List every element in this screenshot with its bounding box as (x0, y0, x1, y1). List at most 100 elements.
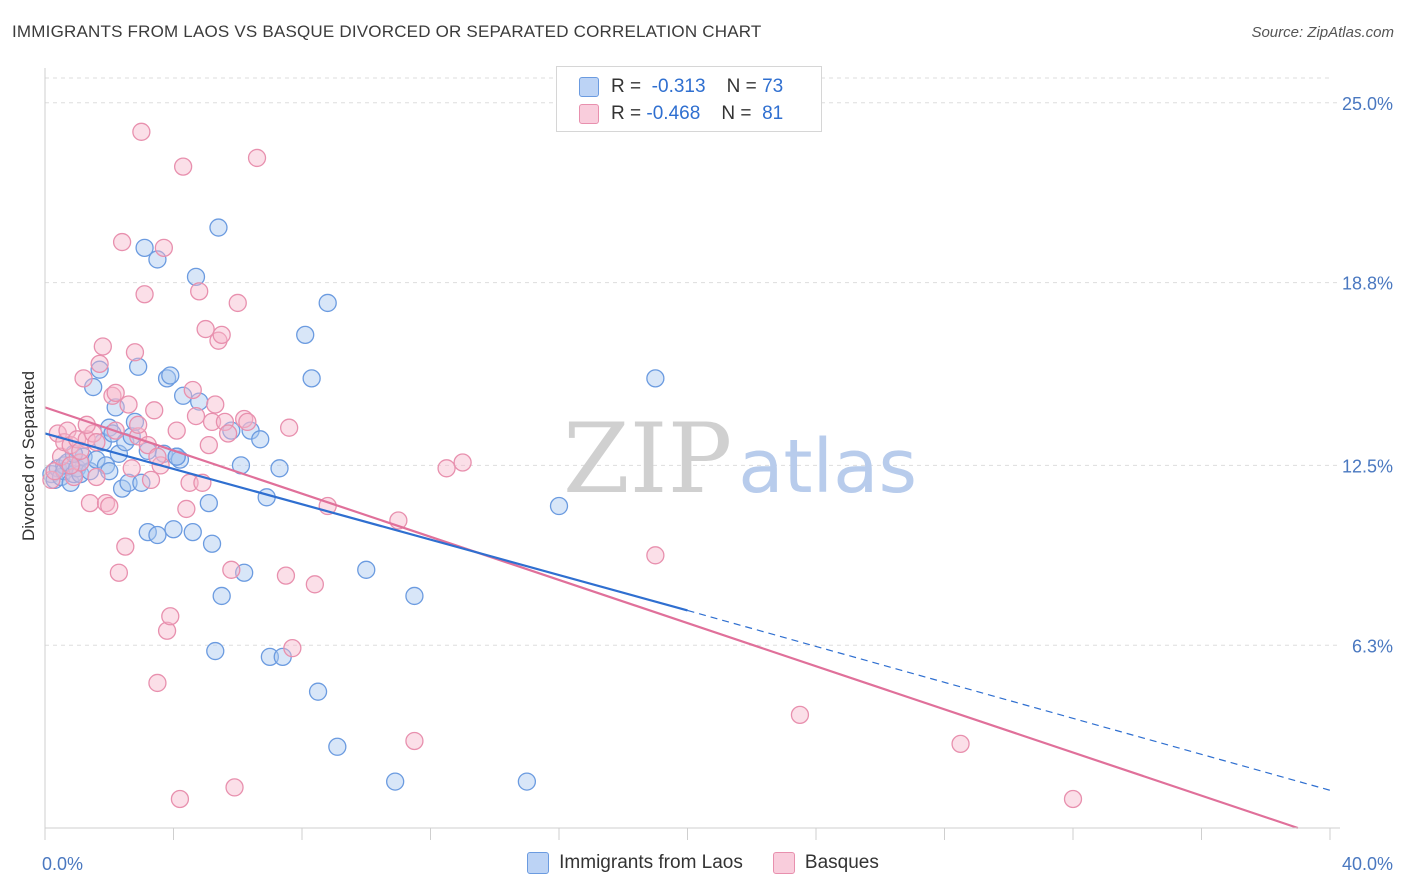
legend-row-basque: R = -0.468 N = 81 (579, 101, 783, 127)
legend-n-value: 81 (762, 103, 784, 124)
basque-point (646, 546, 665, 565)
legend-r-value: -0.313 (651, 76, 706, 97)
basque-point (437, 459, 456, 478)
basque-legend-swatch-icon (772, 852, 795, 874)
y-tick-label: 12.5% (1342, 456, 1393, 476)
basque-point (145, 401, 164, 420)
basque-point (209, 331, 228, 350)
basque-point (951, 734, 970, 754)
basque-point (238, 412, 257, 432)
legend-n-label: N = (721, 103, 752, 124)
axes: 6.3% 12.5% 18.8% 25.0% 0.0% 40.0% (42, 68, 1393, 874)
laos-point (173, 386, 193, 405)
basque-point (405, 731, 424, 751)
laos-point (202, 534, 222, 553)
basque-point (453, 453, 472, 472)
basque-point (279, 418, 299, 437)
chart-title: IMMIGRANTS FROM LAOS VS BASQUE DIVORCED … (12, 22, 762, 41)
trendlines (44, 406, 1331, 830)
legend-n-label: N = (726, 76, 757, 97)
basque-point (141, 470, 161, 490)
legend-item-laos: Immigrants from Laos (527, 852, 743, 874)
basque-point (106, 383, 125, 403)
laos-point (212, 586, 231, 606)
watermark-zip: ZIPatlas (563, 403, 917, 515)
basque-point (112, 232, 132, 252)
y-tick-label: 25.0% (1342, 94, 1393, 114)
legend-label-basque: Basques (804, 852, 879, 873)
basque-point (90, 354, 109, 374)
source-label: Source: ZipAtlas.com (1251, 24, 1394, 41)
laos-point (125, 412, 145, 432)
laos-point (170, 450, 190, 469)
basque-point (74, 369, 93, 388)
basque-point (215, 412, 235, 432)
laos-point (148, 525, 167, 545)
basque-point (173, 157, 193, 176)
laos-point (119, 473, 138, 492)
laos-point (148, 250, 167, 269)
basque-point (177, 499, 196, 519)
basque-point (283, 639, 302, 658)
basque-point (132, 122, 151, 141)
y-tick-label: 18.8% (1342, 274, 1393, 294)
laos-point (183, 522, 202, 542)
laos-point (357, 560, 376, 579)
y-tick-label: 6.3% (1352, 636, 1393, 656)
laos-point (302, 369, 321, 388)
laos-point (296, 325, 315, 345)
basque-point (116, 537, 135, 556)
laos-legend-swatch-icon (527, 852, 550, 874)
laos-point (251, 430, 270, 449)
laos-point (164, 520, 183, 539)
basque-point (206, 395, 225, 414)
basque-point (247, 148, 267, 168)
laos-point (549, 496, 569, 516)
basque-point (186, 406, 206, 426)
basque-point (96, 493, 116, 513)
basque-point (125, 343, 145, 362)
basque-point (167, 421, 186, 440)
basque-point (276, 566, 296, 585)
laos-point (270, 459, 289, 478)
basque-point (157, 621, 177, 640)
laos-swatch-icon (579, 77, 599, 97)
basque-point (103, 386, 122, 405)
basque-point (100, 496, 119, 516)
legend-label-laos: Immigrants from Laos (559, 852, 743, 873)
basque-point (93, 337, 112, 356)
legend-row-laos: R = -0.313 N = 73 (579, 74, 783, 100)
basque-point (161, 607, 180, 626)
laos-point (318, 293, 337, 313)
basque-point (228, 293, 247, 313)
legend-item-basque: Basques (772, 852, 879, 874)
laos-point (386, 772, 405, 791)
basque-trendline (44, 406, 1299, 830)
laos-point (517, 772, 537, 791)
legend-r-value: -0.468 (646, 103, 701, 124)
laos-point (646, 369, 665, 388)
basque-point (183, 380, 202, 400)
basque-swatch-icon (579, 104, 599, 124)
laos-point (161, 366, 180, 385)
basque-point (225, 778, 244, 797)
laos-point (199, 493, 218, 513)
laos-point (186, 267, 206, 287)
laos-point (206, 641, 225, 661)
laos-trendline-extension (687, 609, 1331, 791)
basque-point (87, 467, 106, 487)
basque-point (119, 395, 138, 414)
laos-point (405, 586, 424, 606)
laos-point (260, 647, 280, 667)
gridlines (45, 77, 1340, 646)
basque-point (196, 319, 215, 339)
x-tick-label: 40.0% (1342, 854, 1393, 874)
laos-point (129, 357, 148, 376)
legend-n-value: 73 (762, 76, 784, 97)
basque-point (170, 789, 190, 809)
basque-point (80, 493, 100, 513)
correlation-legend: R = -0.313 N = 73 R = -0.468 N = 81 (556, 66, 822, 132)
basque-point (790, 705, 810, 725)
basque-point (235, 409, 254, 429)
